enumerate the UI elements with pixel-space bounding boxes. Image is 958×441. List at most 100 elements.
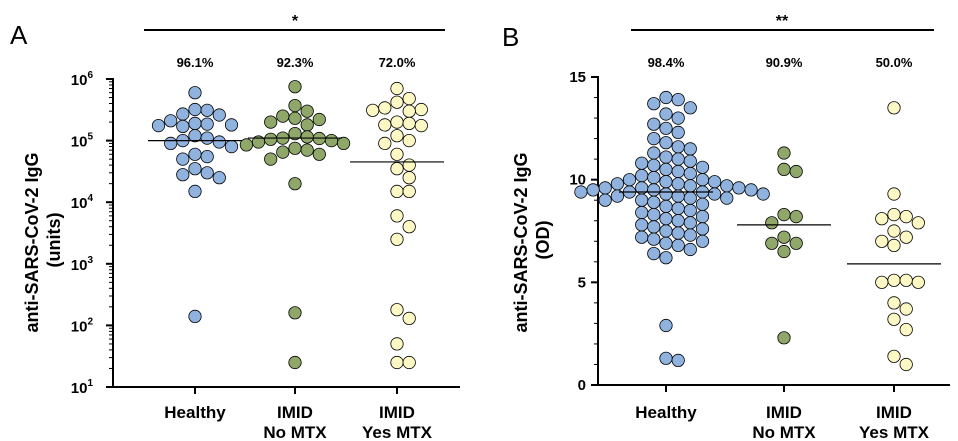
data-point <box>312 112 326 127</box>
data-point <box>911 216 925 230</box>
y-tick-label: 101 <box>71 378 94 397</box>
data-point <box>188 162 202 176</box>
data-point <box>659 121 673 135</box>
data-point <box>635 193 649 207</box>
data-point <box>695 234 710 248</box>
data-point <box>777 208 791 222</box>
data-point <box>239 138 253 152</box>
data-point <box>683 191 697 205</box>
data-point <box>324 134 339 148</box>
data-point <box>671 140 685 154</box>
data-point <box>635 205 649 220</box>
data-point <box>390 147 404 161</box>
data-point <box>212 171 226 185</box>
data-point <box>312 147 326 161</box>
data-point <box>671 164 685 179</box>
data-point <box>720 191 734 205</box>
data-point <box>659 162 673 176</box>
data-point <box>647 146 661 160</box>
data-point <box>647 247 661 261</box>
data-point <box>188 116 202 131</box>
data-point <box>336 136 351 150</box>
data-point <box>647 132 661 146</box>
panel-a-significance: * <box>292 13 299 30</box>
data-point <box>887 296 901 310</box>
data-point <box>875 212 889 226</box>
data-point <box>647 171 661 185</box>
data-point <box>695 160 710 174</box>
data-point <box>574 185 588 199</box>
x-category-label: IMID Yes MTX <box>859 403 930 441</box>
data-point <box>671 152 685 166</box>
data-point <box>300 118 314 132</box>
data-point <box>777 244 791 259</box>
data-point <box>887 208 901 222</box>
data-point <box>390 184 404 198</box>
panel-b-significance: ** <box>776 13 789 30</box>
data-point <box>789 210 803 224</box>
data-point <box>695 222 710 236</box>
data-point <box>188 86 202 100</box>
data-point <box>390 355 404 370</box>
data-point <box>414 102 428 117</box>
x-category-label: IMID Yes MTX <box>362 403 433 441</box>
data-point <box>288 177 302 191</box>
panel-b-ylabel: anti-SARS-CoV-2 IgG (OD) <box>511 147 553 332</box>
data-point <box>288 355 302 370</box>
data-point <box>671 226 685 240</box>
data-point <box>598 193 612 207</box>
data-point <box>695 197 710 211</box>
data-point <box>683 154 697 168</box>
data-point <box>288 141 302 155</box>
data-point <box>586 183 600 197</box>
data-point <box>264 152 278 166</box>
data-point <box>647 158 661 172</box>
data-point <box>598 181 612 195</box>
data-point <box>176 152 190 166</box>
data-point <box>707 175 722 189</box>
y-tick-label: 5 <box>578 274 586 291</box>
data-point <box>659 150 673 164</box>
data-point <box>659 175 673 189</box>
data-point <box>402 184 416 198</box>
data-point <box>635 218 649 232</box>
data-point <box>402 116 416 131</box>
data-point <box>683 179 697 193</box>
data-point <box>288 127 302 141</box>
data-point <box>647 220 661 234</box>
y-tick-label: 103 <box>71 255 94 274</box>
data-point <box>683 142 697 156</box>
data-point <box>647 97 661 111</box>
data-point <box>188 147 202 161</box>
data-point <box>732 181 746 195</box>
data-point <box>151 119 166 133</box>
data-point <box>887 238 901 252</box>
data-point <box>200 103 214 117</box>
data-point <box>288 306 302 320</box>
panel-b-letter: B <box>502 22 519 52</box>
y-tick-label: 15 <box>569 69 586 86</box>
data-point <box>635 230 649 244</box>
percentage-label: 92.3% <box>277 55 314 70</box>
y-tick-label: 104 <box>71 193 94 212</box>
data-point <box>671 177 685 191</box>
data-point <box>659 351 673 365</box>
panel-a: A * anti-SARS-CoV-2 IgG (units) 10110210… <box>10 13 460 441</box>
y-tick-label: 105 <box>71 132 94 151</box>
data-point <box>402 355 416 370</box>
data-point <box>777 230 791 244</box>
data-point <box>683 242 697 257</box>
panel-a-axes: 101 102 103 104 105 106 Healthy 96.1% IMID No MTX… <box>71 55 460 441</box>
data-point <box>176 107 190 121</box>
data-point <box>887 101 901 115</box>
percentage-label: 98.4% <box>648 55 685 70</box>
data-point <box>647 183 661 197</box>
panel-a-ylabel-line1: anti-SARS-CoV-2 IgG <box>22 153 42 333</box>
data-point <box>176 168 190 182</box>
data-point <box>390 303 404 317</box>
data-point <box>288 99 302 113</box>
data-point <box>300 104 314 118</box>
data-point <box>671 201 685 215</box>
data-point <box>683 216 697 230</box>
